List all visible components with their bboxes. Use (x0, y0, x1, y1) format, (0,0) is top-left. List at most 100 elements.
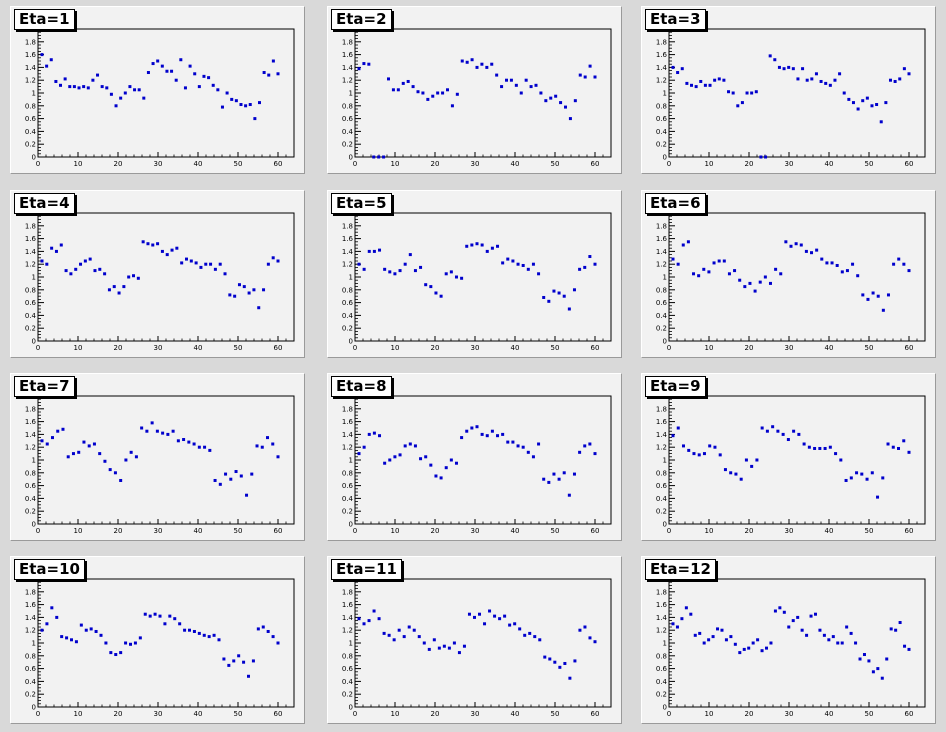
data-point (717, 77, 721, 81)
data-point (547, 299, 551, 303)
data-point (529, 85, 533, 89)
data-point (88, 257, 92, 261)
data-point (74, 267, 78, 271)
data-point (876, 667, 880, 671)
data-point (564, 105, 567, 109)
data-point (724, 638, 728, 642)
data-point (460, 59, 464, 63)
data-point (455, 92, 459, 96)
data-point (434, 291, 438, 295)
chart-title: Eta=10 (14, 559, 85, 580)
chart-title: Eta=12 (645, 559, 716, 580)
x-tick-label: 50 (551, 160, 560, 168)
data-point (230, 97, 234, 101)
x-tick-label: 30 (785, 710, 794, 718)
data-point (765, 646, 769, 650)
data-point (755, 458, 759, 462)
y-tick-label: 0.8 (25, 286, 36, 294)
data-point (485, 249, 489, 253)
plot-frame (354, 395, 612, 525)
data-point (549, 96, 553, 100)
chart-svg: 0 10 20 30 40 50 60 0 0.2 0.4 0.6 0.8 1 1.2 1.4 1.6 1.8 (25, 395, 295, 535)
data-point (427, 647, 431, 651)
data-point (187, 440, 191, 444)
data-point (485, 434, 489, 438)
y-tick-label: 0 (349, 704, 353, 712)
data-point (228, 293, 232, 297)
data-point (439, 476, 443, 480)
data-point (82, 85, 86, 89)
data-point (907, 450, 911, 454)
data-point (141, 240, 145, 244)
x-tick-label: 50 (865, 344, 874, 352)
data-point (40, 628, 44, 632)
data-point (903, 644, 907, 648)
y-tick-label: 0.2 (25, 325, 36, 333)
data-point (133, 88, 137, 92)
data-point (434, 474, 438, 478)
data-point (178, 622, 182, 626)
y-tick-label: 1.8 (342, 222, 353, 230)
data-point (439, 294, 443, 298)
y-tick-label: 0 (32, 704, 36, 712)
y-tick-label: 0.8 (342, 469, 353, 477)
data-point (703, 83, 707, 87)
data-point (151, 243, 155, 247)
data-point (488, 609, 492, 613)
x-tick-label: 30 (471, 344, 480, 352)
data-point (242, 285, 246, 289)
data-point (516, 262, 520, 266)
data-point (170, 248, 174, 252)
data-point (372, 155, 376, 159)
data-point (276, 455, 280, 459)
x-tick-label: 30 (154, 710, 163, 718)
data-point (367, 249, 371, 253)
y-tick-label: 0 (349, 154, 353, 162)
data-point (388, 458, 392, 462)
data-point (480, 243, 484, 247)
data-point (588, 636, 592, 640)
data-point (537, 272, 541, 276)
data-point (218, 482, 222, 486)
data-point (722, 259, 726, 263)
data-point (831, 635, 835, 639)
x-tick-label: 30 (471, 160, 480, 168)
data-point (875, 103, 879, 107)
data-point (531, 262, 535, 266)
plot-frame (37, 212, 295, 342)
data-point (255, 444, 259, 448)
x-tick-label: 10 (391, 710, 400, 718)
data-point (250, 472, 254, 476)
data-point (213, 478, 217, 482)
y-tick-label: 0 (349, 338, 353, 346)
data-point (362, 445, 366, 449)
y-tick-label: 1.8 (656, 38, 667, 46)
y-tick-label: 1 (349, 457, 353, 465)
y-tick-label: 1.2 (342, 627, 353, 635)
data-point (866, 297, 870, 301)
data-point (760, 649, 764, 653)
data-point (745, 91, 749, 95)
y-tick-label: 1.8 (342, 38, 353, 46)
x-tick-label: 40 (825, 160, 834, 168)
data-point (568, 117, 572, 121)
data-point (207, 635, 211, 639)
data-point (367, 619, 371, 623)
y-tick-label: 1.6 (342, 51, 354, 59)
data-point (501, 261, 505, 265)
data-point (823, 446, 827, 450)
x-tick-label: 30 (154, 160, 163, 168)
x-tick-label: 30 (785, 527, 794, 535)
y-tick-label: 1.4 (342, 248, 354, 256)
data-point (383, 461, 387, 465)
data-point (207, 76, 211, 80)
data-point (707, 638, 711, 642)
data-point (713, 78, 717, 82)
data-point (117, 291, 121, 295)
data-point (436, 91, 440, 95)
plot-frame (668, 212, 926, 342)
data-point (544, 99, 548, 103)
data-point (223, 272, 227, 276)
data-point (861, 293, 865, 297)
data-point (754, 90, 758, 94)
